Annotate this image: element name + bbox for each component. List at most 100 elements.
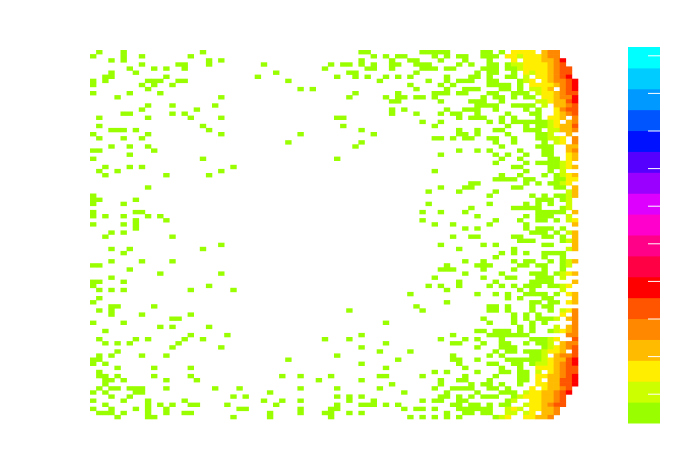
heatmap-cell xyxy=(157,324,164,330)
heatmap-cell xyxy=(395,95,402,100)
heatmap-cell xyxy=(571,99,579,104)
heatmap-cell xyxy=(340,62,347,67)
heatmap-cell xyxy=(547,386,554,391)
heatmap-cell xyxy=(492,189,499,194)
heatmap-cell xyxy=(492,107,499,112)
heatmap-cell xyxy=(523,152,530,157)
heatmap-cell xyxy=(498,82,506,88)
heatmap-cell xyxy=(163,378,170,383)
heatmap-cell xyxy=(517,365,524,371)
heatmap-cell xyxy=(571,296,579,301)
heatmap-cell xyxy=(553,369,560,375)
heatmap-cell xyxy=(523,107,530,112)
heatmap-cell xyxy=(456,386,463,391)
heatmap-cell xyxy=(492,361,499,366)
heatmap-cell xyxy=(498,86,506,92)
heatmap-cell xyxy=(370,402,377,407)
heatmap-cell xyxy=(510,66,518,71)
heatmap-cell xyxy=(480,259,487,264)
heatmap-cell xyxy=(547,279,554,284)
heatmap-cell xyxy=(212,103,219,108)
heatmap-cell xyxy=(553,316,560,321)
heatmap-cell xyxy=(480,54,487,59)
heatmap-cell xyxy=(541,361,548,366)
heatmap-cell xyxy=(541,267,548,272)
heatmap-cell xyxy=(218,58,225,63)
heatmap-cell xyxy=(523,291,530,297)
heatmap-cell xyxy=(541,62,548,67)
heatmap-cell xyxy=(559,197,567,202)
heatmap-cell xyxy=(431,168,438,174)
heatmap-cell xyxy=(352,91,359,96)
heatmap-cell xyxy=(541,54,548,59)
heatmap-cell xyxy=(571,209,579,215)
heatmap-cell xyxy=(559,173,567,178)
heatmap-cell xyxy=(559,267,567,272)
heatmap-cell xyxy=(535,406,542,412)
heatmap-cell xyxy=(529,283,536,289)
heatmap-cell xyxy=(437,58,445,63)
heatmap-cell xyxy=(553,164,560,170)
heatmap-cell xyxy=(132,70,140,75)
heatmap-cell xyxy=(492,255,499,260)
heatmap-cell xyxy=(559,123,567,129)
heatmap-cell xyxy=(565,345,573,350)
heatmap-cell xyxy=(571,222,579,227)
heatmap-cell xyxy=(175,341,182,346)
heatmap-cell xyxy=(541,414,548,420)
heatmap-cell xyxy=(498,99,506,104)
heatmap-cell xyxy=(480,328,487,334)
heatmap-cell xyxy=(529,62,536,67)
heatmap-cell xyxy=(401,95,408,100)
heatmap-cell xyxy=(126,66,133,71)
heatmap-cell xyxy=(224,332,231,338)
heatmap-cell xyxy=(517,361,524,366)
heatmap-cell xyxy=(504,275,512,280)
heatmap-cell xyxy=(431,222,438,227)
heatmap-cell xyxy=(535,316,542,321)
heatmap-cell xyxy=(413,86,420,92)
heatmap-cell xyxy=(535,291,542,297)
heatmap-cell xyxy=(474,148,481,153)
heatmap-cell xyxy=(419,398,426,403)
heatmap-cell xyxy=(151,304,158,309)
heatmap-cell xyxy=(462,373,469,379)
heatmap-cell xyxy=(541,234,548,239)
heatmap-cell xyxy=(96,168,103,174)
heatmap-cell xyxy=(504,357,512,362)
heatmap-cell xyxy=(541,144,548,149)
heatmap-cell xyxy=(535,341,542,346)
heatmap-cell xyxy=(523,283,530,289)
heatmap-cell xyxy=(547,78,554,84)
heatmap-cell xyxy=(504,66,512,71)
heatmap-cell xyxy=(510,320,518,325)
heatmap-cell xyxy=(486,70,493,75)
heatmap-cell xyxy=(517,119,524,125)
heatmap-cell xyxy=(510,140,518,145)
heatmap-cell xyxy=(169,234,176,239)
heatmap-cell xyxy=(437,209,445,215)
heatmap-cell xyxy=(437,267,445,272)
heatmap-cell xyxy=(169,316,176,321)
heatmap-cell xyxy=(480,275,487,280)
heatmap-cell xyxy=(529,349,536,354)
heatmap-cell xyxy=(565,144,573,149)
heatmap-cell xyxy=(523,160,530,166)
heatmap-cell xyxy=(126,164,133,170)
heatmap-cell xyxy=(535,414,542,420)
heatmap-cell xyxy=(297,398,304,403)
heatmap-cell xyxy=(523,259,530,264)
heatmap-cell xyxy=(565,386,573,391)
heatmap-cell xyxy=(559,181,567,186)
heatmap-cell xyxy=(126,111,133,116)
heatmap-cell xyxy=(559,86,567,92)
heatmap-cell xyxy=(571,193,579,198)
heatmap-cell xyxy=(523,201,530,207)
heatmap-cell xyxy=(510,136,518,141)
heatmap-cell xyxy=(419,66,426,71)
heatmap-cell xyxy=(449,82,457,88)
heatmap-cell xyxy=(492,279,499,284)
heatmap-cell xyxy=(468,386,475,391)
heatmap-cell xyxy=(498,144,506,149)
heatmap-cell xyxy=(529,82,536,88)
